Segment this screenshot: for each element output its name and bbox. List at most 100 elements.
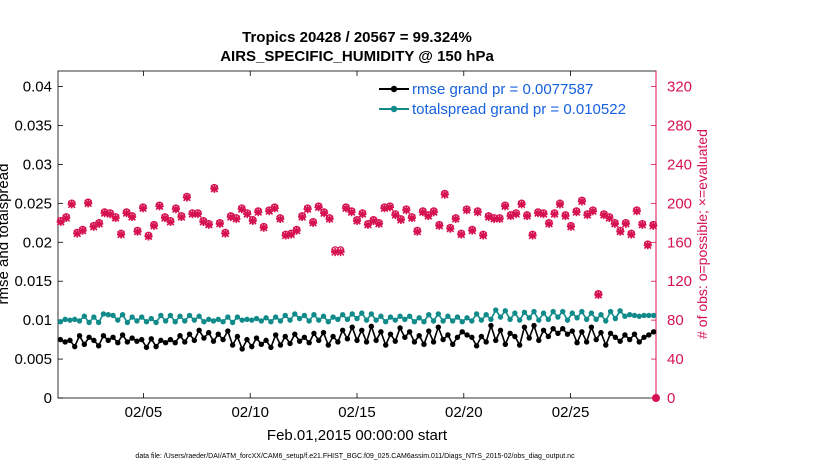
y-right-tick-label: 80	[667, 312, 684, 329]
obs-evaluated-point	[621, 219, 630, 228]
obs-evaluated-point	[588, 207, 598, 216]
obs-evaluated-point	[374, 219, 384, 228]
obs-evaluated-point	[276, 214, 285, 224]
y-right-tick-label: 0	[667, 390, 675, 407]
obs-evaluated-point	[638, 220, 647, 229]
obs-evaluated-point	[210, 184, 219, 193]
y-right-tick-label: 200	[667, 195, 692, 212]
rmse-point	[134, 338, 140, 344]
x-tick-label: 02/10	[231, 404, 269, 421]
rmse-point	[86, 334, 92, 340]
rmse-point	[493, 337, 499, 344]
totalspread-point	[368, 311, 375, 317]
totalspread-point	[531, 308, 537, 315]
rmse-point	[406, 329, 413, 335]
rmse-point	[550, 326, 556, 332]
obs-evaluated-point	[363, 220, 373, 229]
obs-evaluated-point	[462, 206, 471, 215]
totalspread-point	[411, 319, 418, 325]
rmse-point	[148, 336, 154, 342]
rmse-point	[249, 343, 255, 350]
obs-evaluated-point	[138, 204, 148, 213]
rmse-point	[100, 333, 107, 339]
obs-evaluated-point	[309, 218, 318, 227]
rmse-point	[272, 332, 279, 338]
totalspread-point	[612, 315, 619, 322]
obs-evaluated-point	[248, 216, 257, 225]
rmse-point	[536, 337, 542, 344]
rmse-point	[57, 336, 64, 343]
totalspread-point	[268, 319, 274, 325]
totalspread-point	[497, 314, 504, 320]
totalspread-point	[339, 311, 346, 318]
rmse-point	[201, 335, 207, 341]
y-right-tick-label: 280	[667, 118, 692, 135]
totalspread-point	[186, 312, 193, 319]
legend: rmse grand pr = 0.0077587 totalspread gra…	[379, 81, 626, 118]
totalspread-point	[258, 318, 265, 324]
totalspread-point	[296, 315, 303, 322]
obs-evaluated-point	[632, 207, 641, 216]
rmse-point	[177, 333, 183, 339]
totalspread-point	[622, 313, 628, 319]
y-tick-label: 0.035	[14, 118, 52, 135]
obs-evaluated-point	[127, 212, 137, 222]
rmse-point	[512, 333, 518, 340]
totalspread-point	[598, 311, 604, 318]
totalspread-point	[182, 318, 188, 324]
totalspread-point	[162, 318, 169, 324]
obs-evaluated-point	[577, 197, 587, 206]
totalspread-point	[593, 316, 599, 323]
y-axis-right-label: # of obs: o=possible; ×=evaluated	[694, 129, 710, 339]
rmse-point	[603, 342, 609, 348]
obs-evaluated-point	[287, 230, 296, 239]
totalspread-point	[459, 319, 465, 325]
rmse-point	[387, 331, 394, 337]
y-tick-label: 0.025	[14, 195, 52, 212]
obs-evaluated-point	[111, 213, 120, 223]
obs-evaluated-point	[215, 219, 224, 228]
obs-evaluated-point	[204, 220, 213, 229]
rmse-point	[598, 329, 604, 336]
obs-evaluated-point	[160, 213, 170, 223]
rmse-point	[449, 341, 456, 347]
rmse-point	[588, 324, 595, 330]
obs-evaluated-point	[451, 214, 460, 224]
y-axis-label: rmse and totalspread	[0, 164, 12, 305]
rmse-point	[296, 338, 303, 344]
obs-evaluated-point	[106, 209, 115, 219]
obs-evaluated-point	[550, 209, 559, 219]
rmse-point	[277, 342, 284, 348]
obs-evaluated-point	[501, 202, 510, 211]
obs-evaluated-point	[616, 227, 625, 236]
obs-evaluated-point	[544, 219, 554, 228]
totalspread-point	[540, 310, 547, 316]
rmse-point	[191, 337, 198, 344]
obs-evaluated-point	[468, 226, 477, 235]
rmse-point	[540, 327, 547, 333]
obs-evaluated-point	[298, 212, 307, 222]
totalspread-point	[603, 318, 609, 324]
totalspread-point	[210, 318, 217, 324]
totalspread-point	[81, 313, 88, 319]
totalspread-point	[320, 313, 327, 319]
rmse-point	[646, 332, 652, 338]
y-tick-label: 0.005	[14, 351, 52, 368]
rmse-point	[268, 344, 274, 351]
totalspread-point	[454, 314, 461, 320]
obs-evaluated-point	[446, 224, 455, 233]
obs-evaluated-point	[479, 231, 488, 240]
rmse-point	[626, 336, 633, 343]
rmse-point	[287, 340, 293, 347]
totalspread-point	[129, 314, 135, 320]
totalspread-point	[478, 317, 485, 323]
totalspread-point	[359, 310, 365, 316]
totalspread-point	[440, 318, 446, 324]
obs-evaluated-point	[396, 215, 405, 225]
totalspread-point	[402, 316, 408, 323]
rmse-point	[258, 341, 265, 347]
rmse-point	[612, 334, 619, 340]
totalspread-point	[330, 314, 336, 320]
rmse-point	[67, 337, 73, 344]
rmse-point	[368, 323, 375, 330]
